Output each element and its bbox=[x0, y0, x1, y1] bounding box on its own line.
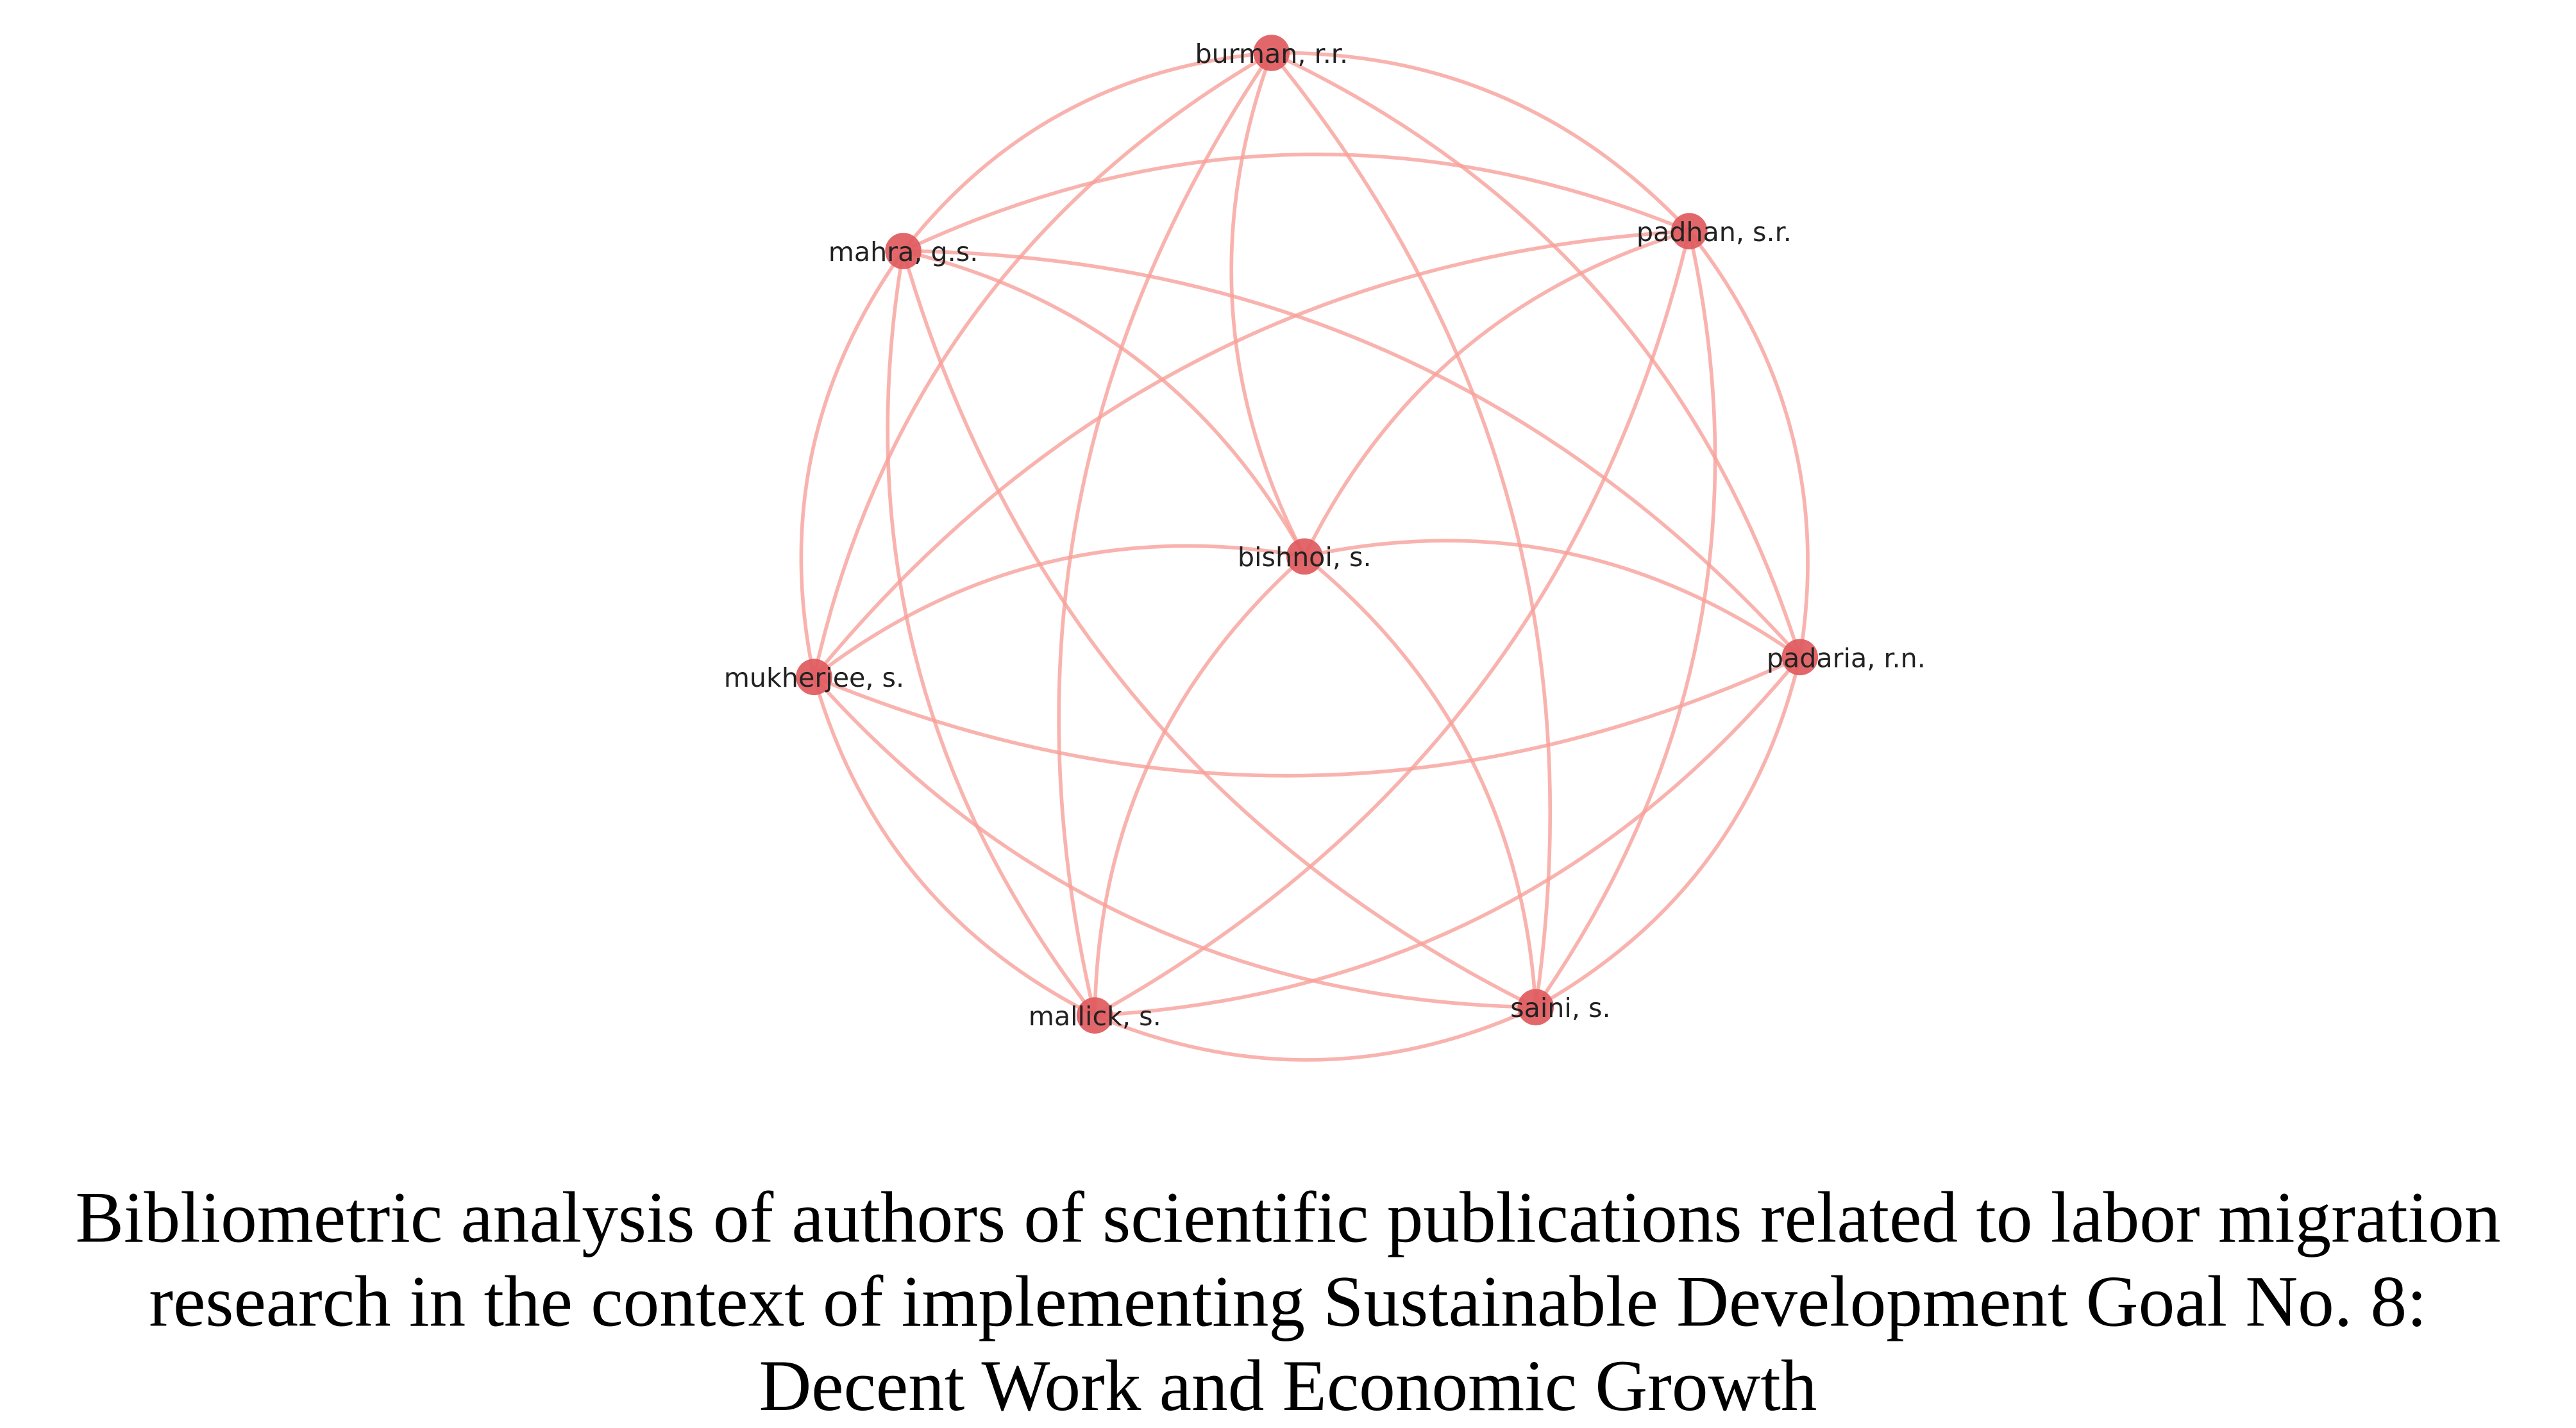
node-mallick[interactable] bbox=[1076, 997, 1113, 1034]
edge-mukherjee-mallick bbox=[812, 676, 1096, 1018]
edges-layer bbox=[799, 51, 1810, 1062]
edge-burman-mallick bbox=[1057, 51, 1274, 1016]
node-mukherjee[interactable] bbox=[796, 659, 832, 696]
caption-line-2: research in the context of implementing … bbox=[149, 1261, 2427, 1343]
edge-burman-mukherjee bbox=[812, 51, 1273, 678]
node-mahra[interactable] bbox=[885, 233, 922, 269]
edge-bishnoi-mukherjee bbox=[812, 544, 1305, 678]
edge-padhan-mallick bbox=[1093, 230, 1691, 1018]
node-label-burman: burman, r.r. bbox=[1195, 38, 1348, 69]
edge-mukherjee-saini bbox=[812, 675, 1536, 1009]
node-label-bishnoi: bishnoi, s. bbox=[1238, 542, 1372, 573]
caption-line-3: Decent Work and Economic Growth bbox=[759, 1345, 1817, 1427]
edge-padaria-mallick bbox=[1095, 656, 1801, 1018]
edge-padhan-mukherjee bbox=[812, 229, 1690, 678]
nodes-layer: burman, r.r. mahra, g.s. padhan, s.r. bishn… bbox=[724, 35, 1926, 1034]
caption-line-1: Bibliometric analysis of authors of scie… bbox=[75, 1177, 2501, 1259]
edge-mahra-padhan bbox=[902, 152, 1690, 253]
edge-burman-bishnoi bbox=[1229, 52, 1306, 558]
node-bishnoi[interactable] bbox=[1286, 538, 1323, 575]
coauthorship-network: burman, r.r. mahra, g.s. padhan, s.r. bishn… bbox=[724, 35, 1926, 1062]
edge-burman-saini bbox=[1270, 51, 1553, 1008]
edge-padhan-saini bbox=[1534, 230, 1717, 1009]
edge-padhan-padaria bbox=[1688, 230, 1810, 658]
node-label-saini: saini, s. bbox=[1510, 993, 1610, 1023]
node-label-mallick: mallick, s. bbox=[1029, 1001, 1161, 1032]
node-label-mukherjee: mukherjee, s. bbox=[724, 662, 904, 693]
edge-padaria-saini bbox=[1535, 657, 1802, 1009]
edge-mahra-saini bbox=[901, 250, 1537, 1009]
node-label-padhan: padhan, s.r. bbox=[1637, 217, 1792, 248]
node-padaria[interactable] bbox=[1781, 639, 1819, 676]
edge-mahra-mallick bbox=[886, 250, 1097, 1017]
node-burman[interactable] bbox=[1253, 35, 1290, 71]
node-label-mahra: mahra, g.s. bbox=[829, 237, 979, 267]
node-label-padaria: padaria, r.n. bbox=[1767, 643, 1926, 673]
edge-mahra-padaria bbox=[903, 249, 1801, 659]
figure-caption: Bibliometric analysis of authors of scie… bbox=[0, 1175, 2576, 1428]
edge-mukherjee-padaria bbox=[813, 655, 1801, 778]
edge-mahra-mukherjee bbox=[799, 249, 905, 678]
node-saini[interactable] bbox=[1517, 989, 1554, 1026]
edge-padhan-bishnoi bbox=[1302, 229, 1690, 558]
edge-mahra-bishnoi bbox=[902, 249, 1306, 558]
edge-burman-mahra bbox=[902, 51, 1272, 253]
node-padhan[interactable] bbox=[1671, 213, 1708, 249]
edge-bishnoi-saini bbox=[1303, 555, 1538, 1007]
edge-bishnoi-mallick bbox=[1093, 555, 1306, 1016]
edge-burman-padhan bbox=[1271, 51, 1691, 233]
edge-bishnoi-padaria bbox=[1304, 539, 1801, 659]
edge-mallick-saini bbox=[1094, 1005, 1536, 1062]
edge-burman-padaria bbox=[1270, 51, 1802, 658]
